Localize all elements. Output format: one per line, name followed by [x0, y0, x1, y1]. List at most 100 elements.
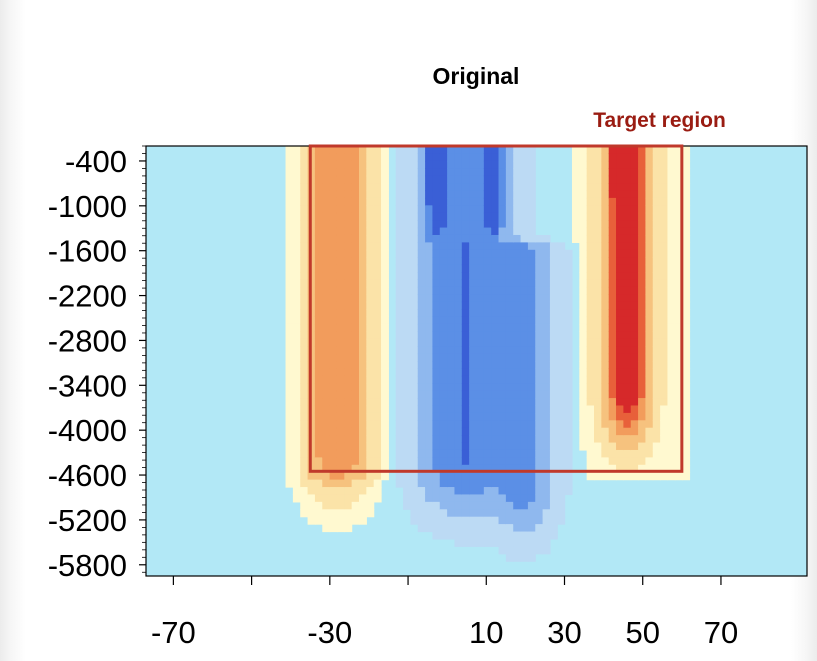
heatmap-cell — [543, 391, 551, 399]
heatmap-cell — [513, 198, 521, 206]
heatmap-cell — [374, 294, 382, 302]
heatmap-cell — [469, 435, 477, 443]
heatmap-cell — [616, 265, 624, 273]
heatmap-cell — [601, 190, 609, 198]
heatmap-cell — [528, 183, 536, 191]
heatmap-cell — [499, 183, 507, 191]
heatmap-cell — [330, 168, 338, 176]
heatmap-cell — [645, 354, 653, 362]
heatmap-cell — [616, 309, 624, 317]
heatmap-cell — [499, 383, 507, 391]
heatmap-cell — [594, 405, 602, 413]
heatmap-cell — [462, 183, 470, 191]
heatmap-cell — [359, 361, 367, 369]
heatmap-cell — [315, 517, 323, 525]
heatmap-cell — [418, 524, 426, 532]
heatmap-cell — [638, 331, 646, 339]
heatmap-cell — [381, 383, 389, 391]
heatmap-cell — [344, 235, 352, 243]
heatmap-cell — [499, 405, 507, 413]
heatmap-cell — [403, 398, 411, 406]
heatmap-cell — [543, 502, 551, 510]
heatmap-cell — [374, 183, 382, 191]
heatmap-cell — [410, 183, 418, 191]
heatmap-cell — [477, 242, 485, 250]
heatmap-cell — [300, 272, 308, 280]
heatmap-cell — [638, 220, 646, 228]
heatmap-cell — [447, 272, 455, 280]
heatmap-cell — [587, 287, 595, 295]
heatmap-cell — [535, 309, 543, 317]
heatmap-cell — [521, 161, 529, 169]
heatmap-cell — [432, 161, 440, 169]
heatmap-cell — [484, 190, 492, 198]
heatmap-cell — [587, 294, 595, 302]
heatmap-cell — [300, 176, 308, 184]
heatmap-cell — [631, 368, 639, 376]
heatmap-cell — [366, 205, 374, 213]
heatmap-cell — [359, 435, 367, 443]
heatmap-cell — [381, 413, 389, 421]
heatmap-cell — [381, 443, 389, 451]
heatmap-cell — [454, 435, 462, 443]
heatmap-cell — [499, 287, 507, 295]
heatmap-cell — [366, 383, 374, 391]
heatmap-cell — [462, 190, 470, 198]
heatmap-cell — [631, 376, 639, 384]
heatmap-cell — [286, 161, 294, 169]
heatmap-cell — [374, 153, 382, 161]
heatmap-cell — [293, 190, 301, 198]
heatmap-cell — [462, 302, 470, 310]
heatmap-cell — [638, 176, 646, 184]
heatmap-cell — [381, 265, 389, 273]
heatmap-cell — [425, 509, 433, 517]
heatmap-cell — [322, 235, 330, 243]
heatmap-cell — [477, 457, 485, 465]
heatmap-cell — [543, 287, 551, 295]
heatmap-cell — [410, 265, 418, 273]
heatmap-cell — [499, 546, 507, 554]
heatmap-cell — [513, 361, 521, 369]
heatmap-cell — [359, 391, 367, 399]
heatmap-cell — [653, 198, 661, 206]
heatmap-cell — [638, 213, 646, 221]
heatmap-cell — [418, 354, 426, 362]
heatmap-cell — [484, 368, 492, 376]
heatmap-cell — [535, 361, 543, 369]
heatmap-cell — [653, 287, 661, 295]
heatmap-cell — [506, 457, 514, 465]
heatmap-cell — [359, 198, 367, 206]
heatmap-cell — [572, 220, 580, 228]
heatmap-cell — [322, 361, 330, 369]
heatmap-cell — [432, 331, 440, 339]
heatmap-cell — [374, 450, 382, 458]
heatmap-cell — [337, 428, 345, 436]
heatmap-cell — [623, 272, 631, 280]
heatmap-cell — [638, 346, 646, 354]
heatmap-cell — [418, 205, 426, 213]
heatmap-cell — [425, 472, 433, 480]
heatmap-cell — [645, 309, 653, 317]
heatmap-cell — [396, 383, 404, 391]
heatmap-cell — [491, 361, 499, 369]
heatmap-cell — [513, 324, 521, 332]
heatmap-cell — [286, 205, 294, 213]
heatmap-cell — [550, 361, 558, 369]
heatmap-cell — [293, 302, 301, 310]
heatmap-cell — [477, 198, 485, 206]
heatmap-cell — [469, 272, 477, 280]
heatmap-cell — [454, 213, 462, 221]
heatmap-cell — [521, 450, 529, 458]
heatmap-cell — [513, 405, 521, 413]
heatmap-cell — [344, 443, 352, 451]
heatmap-cell — [440, 502, 448, 510]
heatmap-cell — [330, 265, 338, 273]
heatmap-cell — [587, 228, 595, 236]
heatmap-cell — [550, 339, 558, 347]
heatmap-cell — [410, 346, 418, 354]
heatmap-cell — [344, 317, 352, 325]
heatmap-cell — [521, 302, 529, 310]
heatmap-cell — [344, 190, 352, 198]
heatmap-cell — [330, 250, 338, 258]
heatmap-cell — [631, 391, 639, 399]
